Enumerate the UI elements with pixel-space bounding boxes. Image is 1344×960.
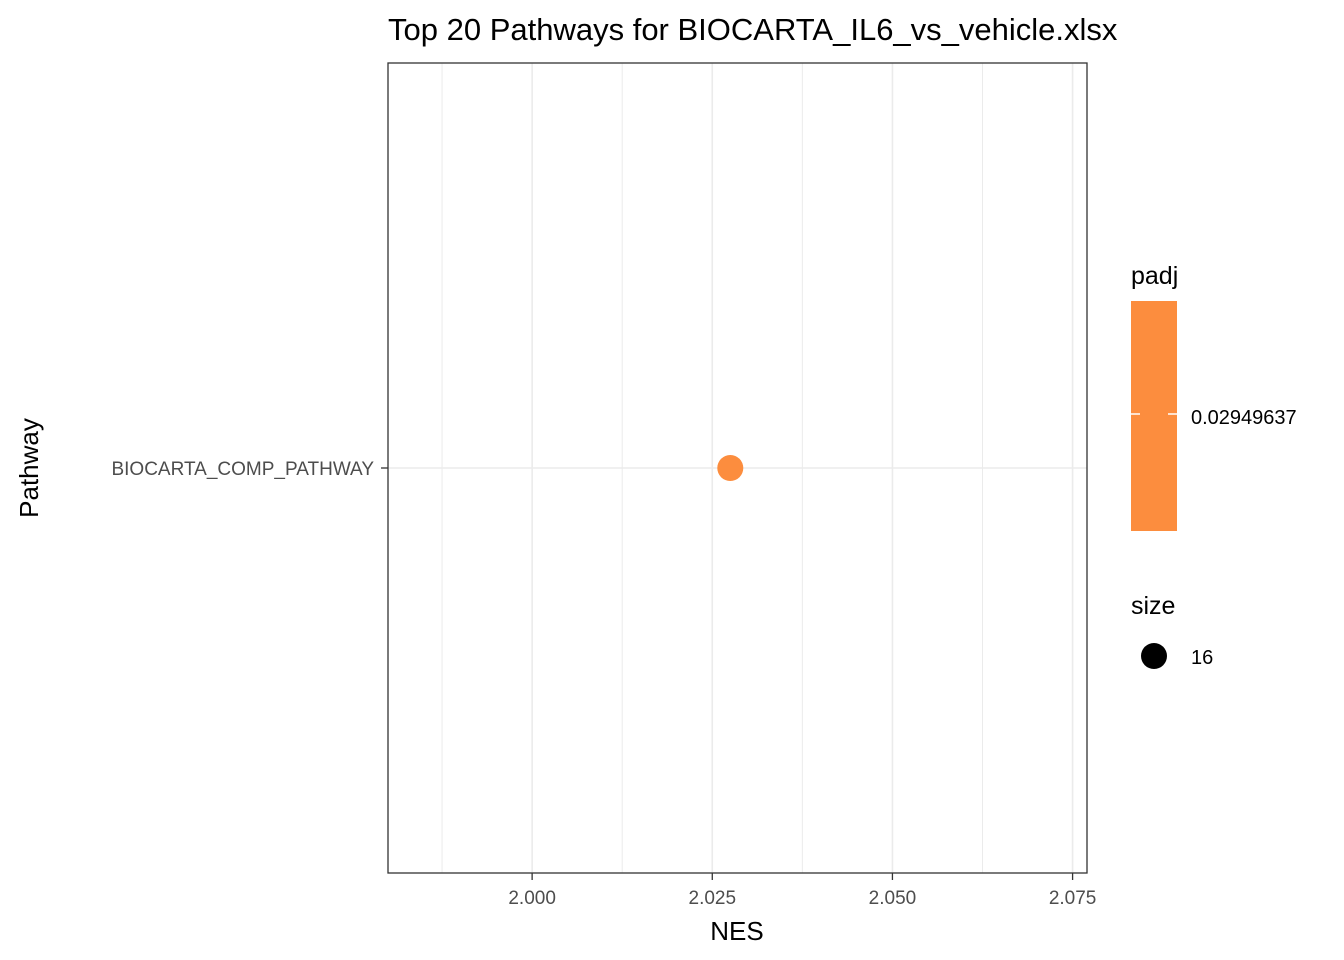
- x-tick-label: 2.075: [1049, 888, 1097, 909]
- data-point: [717, 455, 744, 481]
- chart-title: Top 20 Pathways for BIOCARTA_IL6_vs_vehi…: [388, 12, 1118, 47]
- size-legend-title: size: [1131, 592, 1175, 620]
- size-legend-key: [1141, 643, 1167, 669]
- y-axis-title: Pathway: [14, 418, 44, 518]
- x-tick-label: 2.000: [508, 888, 556, 909]
- size-legend: size 16: [1131, 592, 1213, 669]
- color-legend-bar: [1131, 301, 1177, 531]
- color-legend-label: 0.02949637: [1191, 407, 1297, 429]
- x-axis-title: NES: [710, 916, 763, 946]
- y-tick-label: BIOCARTA_COMP_PATHWAY: [111, 459, 374, 480]
- data-points: [717, 455, 744, 481]
- x-tick-label: 2.025: [689, 888, 737, 909]
- x-axis-ticks: 2.000 2.025 2.050 2.075: [508, 873, 1096, 909]
- color-legend: padj 0.02949637: [1131, 262, 1297, 531]
- color-legend-title: padj: [1131, 262, 1178, 290]
- y-axis-ticks: BIOCARTA_COMP_PATHWAY: [111, 459, 388, 480]
- x-tick-label: 2.050: [869, 888, 917, 909]
- size-legend-label: 16: [1191, 647, 1213, 669]
